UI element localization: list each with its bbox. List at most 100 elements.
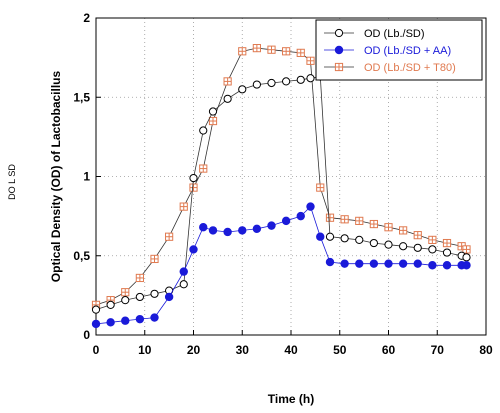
series-line	[95, 47, 467, 306]
data-point	[223, 227, 232, 237]
x-tick-label: 50	[333, 343, 347, 357]
data-point	[208, 107, 218, 116]
data-point	[369, 238, 378, 248]
y-tick-label: 1	[83, 170, 90, 184]
data-point	[340, 215, 349, 224]
data-point	[442, 261, 452, 270]
data-point	[355, 235, 364, 244]
legend-label: OD (Lb./SD + T80)	[364, 62, 456, 74]
data-point	[369, 219, 378, 229]
data-point	[267, 45, 276, 54]
data-point	[316, 232, 325, 241]
data-point	[91, 305, 101, 314]
series-2	[91, 44, 471, 309]
legend-item: OD (Lb./SD + AA)	[324, 45, 451, 57]
x-tick-label: 60	[382, 343, 396, 357]
data-point	[150, 289, 159, 298]
data-point	[165, 232, 174, 241]
data-point	[462, 261, 471, 270]
data-point	[223, 77, 232, 86]
data-point	[296, 75, 305, 84]
y-tick-label: 2	[83, 11, 90, 25]
data-point	[428, 245, 437, 254]
data-point	[399, 242, 408, 251]
data-point	[267, 78, 276, 88]
data-point	[135, 314, 145, 324]
data-point	[252, 224, 262, 234]
data-point	[355, 216, 364, 225]
legend-label: OD (Lb./SD + AA)	[364, 45, 451, 57]
data-point	[369, 259, 379, 268]
data-point	[340, 259, 349, 268]
series-line	[95, 76, 467, 310]
legend: OD (Lb./SD) OD (Lb./SD + AA) OD (Lb./SD + …	[315, 19, 483, 81]
y-tick-label: 0,5	[73, 249, 90, 263]
data-point	[306, 56, 315, 65]
side-label: DO L SD	[7, 164, 17, 200]
data-point	[399, 226, 408, 235]
series-1	[91, 202, 471, 329]
data-point	[189, 245, 198, 254]
data-point	[164, 292, 174, 302]
data-point	[457, 242, 466, 251]
legend-label: OD (Lb./SD)	[364, 28, 425, 40]
data-point	[384, 240, 393, 249]
series-0	[91, 72, 471, 314]
data-point	[325, 257, 335, 267]
data-point	[384, 223, 393, 232]
data-point	[179, 267, 188, 276]
x-tick-label: 0	[93, 343, 100, 357]
data-point	[334, 45, 344, 55]
data-point	[106, 318, 115, 327]
y-axis-title: Optical Density (OD) of Lactobacillus	[49, 70, 63, 282]
data-point	[106, 300, 115, 309]
data-point	[252, 80, 261, 89]
data-point	[316, 183, 325, 192]
x-tick-label: 10	[138, 343, 152, 357]
data-point	[296, 48, 305, 57]
data-point	[306, 202, 315, 211]
legend-item: OD (Lb./SD + T80)	[324, 62, 456, 74]
x-tick-label: 80	[479, 343, 493, 357]
data-point	[334, 28, 344, 38]
data-point	[150, 313, 159, 322]
axis-ticks: 0 10 20 30 40 50 60 70 80 0 0,5 1 1,5 2	[73, 11, 493, 357]
y-tick-label: 0	[83, 328, 90, 342]
data-point	[223, 94, 232, 103]
data-point	[398, 259, 408, 268]
legend-item: OD (Lb./SD)	[324, 28, 425, 40]
x-tick-label: 30	[236, 343, 250, 357]
data-point	[199, 126, 208, 135]
data-point	[296, 211, 305, 221]
data-point	[267, 221, 276, 230]
data-point	[121, 296, 130, 305]
data-point	[428, 261, 437, 270]
data-point	[121, 288, 130, 297]
data-point	[413, 259, 422, 268]
data-point	[199, 223, 208, 232]
data-point	[384, 259, 393, 268]
data-point	[135, 292, 144, 302]
x-tick-label: 20	[187, 343, 201, 357]
data-point	[121, 316, 130, 325]
data-point	[238, 226, 247, 235]
x-axis-title: Time (h)	[268, 392, 314, 406]
data-point	[179, 280, 188, 289]
data-point	[281, 216, 291, 226]
data-point	[413, 231, 422, 240]
data-point	[334, 62, 344, 72]
data-point	[306, 74, 315, 83]
data-point	[208, 226, 218, 235]
data-point	[91, 319, 101, 329]
data-point	[462, 253, 471, 262]
data-point	[325, 213, 335, 222]
x-tick-label: 40	[284, 343, 298, 357]
data-point	[325, 232, 335, 241]
data-point	[238, 85, 247, 94]
data-point	[282, 47, 291, 56]
data-point	[413, 243, 422, 252]
data-point	[179, 202, 188, 211]
data-point	[199, 164, 208, 173]
data-point	[208, 116, 218, 126]
